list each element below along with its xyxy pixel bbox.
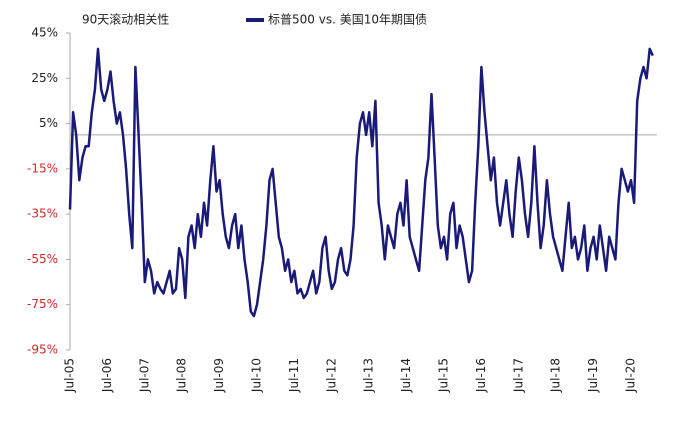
x-tick-label: Jul-09 [212,358,226,393]
x-tick-label: Jul-17 [511,358,525,393]
x-tick-label: Jul-16 [474,358,488,393]
legend-label: 标普500 vs. 美国10年期国债 [268,13,427,27]
y-tick-label: 5% [39,116,58,130]
x-tick-label: Jul-20 [624,358,638,393]
x-tick-label: Jul-13 [362,358,376,393]
y-tick-label: -75% [27,297,58,311]
x-tick-label: Jul-08 [175,358,189,393]
x-tick-label: Jul-12 [324,358,338,393]
series-line [68,47,654,318]
x-tick-label: Jul-15 [437,358,451,393]
x-tick-label: Jul-10 [250,358,264,393]
annotation: 90天滚动相关性 [82,12,169,27]
y-tick-label: 45% [31,26,58,40]
x-tick-label: Jul-07 [137,358,151,393]
x-tick-label: Jul-11 [287,358,301,393]
x-tick-label: Jul-14 [399,358,413,393]
x-tick-label: Jul-18 [549,358,563,393]
y-tick-label: -15% [27,161,58,175]
y-tick-label: 25% [31,71,58,85]
y-tick-label: -35% [27,207,58,221]
y-tick-label: -55% [27,252,58,266]
y-tick-label: -95% [27,343,58,357]
x-tick-label: Jul-05 [63,358,77,393]
x-tick-label: Jul-06 [100,358,114,393]
x-tick-label: Jul-19 [586,358,600,393]
